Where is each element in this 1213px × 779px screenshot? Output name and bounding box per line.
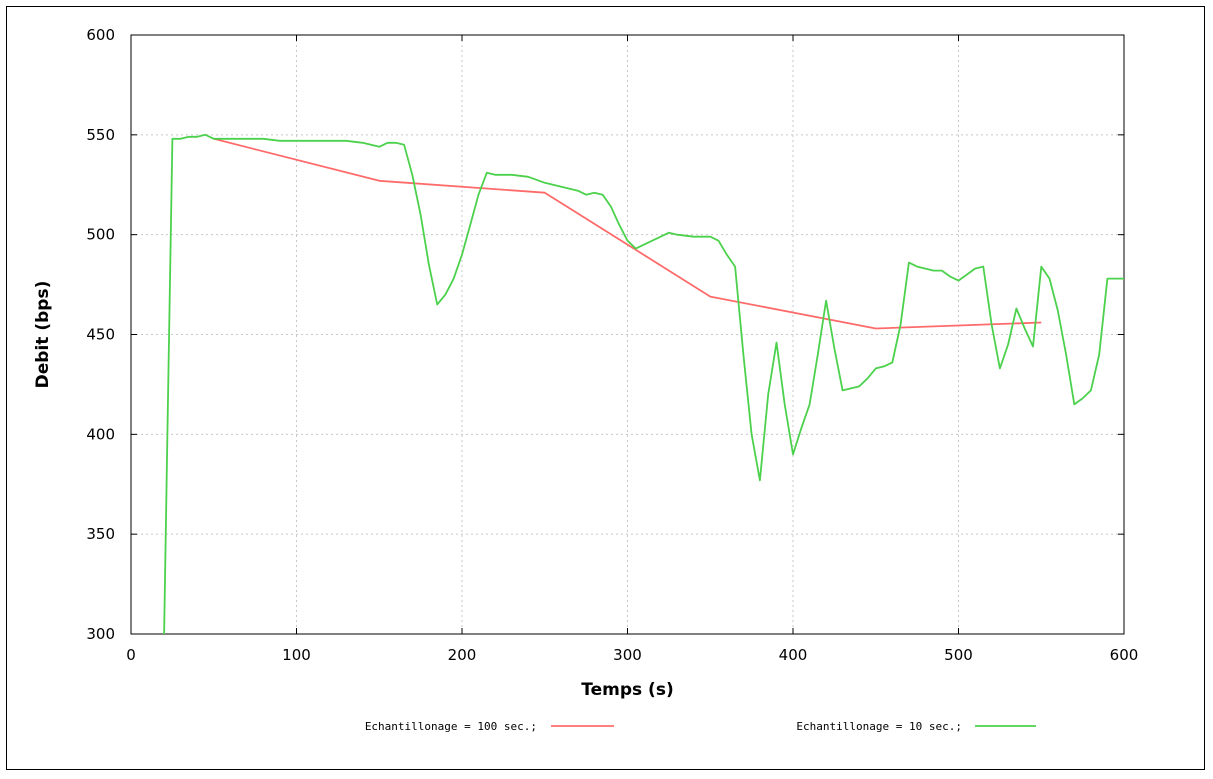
chart-frame <box>6 6 1205 770</box>
y-tick-label: 600 <box>86 26 115 44</box>
x-axis-label: Temps (s) <box>581 680 673 700</box>
x-tick-label: 100 <box>282 646 311 664</box>
x-tick-label: 200 <box>448 646 477 664</box>
y-tick-label: 550 <box>86 126 115 144</box>
series-line-1 <box>213 137 1042 330</box>
y-tick-label: 400 <box>86 425 115 443</box>
x-tick-label: 400 <box>779 646 808 664</box>
legend: Echantillonage = 100 sec.; Echantillonage… <box>365 720 1036 733</box>
x-tick-label: 500 <box>944 646 973 664</box>
y-tick-label: 350 <box>86 525 115 543</box>
legend-label-2: Echantillonage = 10 sec.; <box>796 720 962 733</box>
grid <box>131 35 1124 634</box>
legend-label-1: Echantillonage = 100 sec.; <box>365 720 537 733</box>
y-tick-label: 500 <box>86 226 115 244</box>
series-line-2 <box>163 133 1124 635</box>
x-tick-label: 600 <box>1110 646 1139 664</box>
x-tick-label: 0 <box>126 646 136 664</box>
x-tick-label: 300 <box>613 646 642 664</box>
y-tick-label: 450 <box>86 326 115 344</box>
series-layer <box>163 133 1124 635</box>
y-tick-label: 300 <box>86 625 115 643</box>
y-axis-label: Debit (bps) <box>33 281 53 389</box>
axis-ticks: 0 100 200 300 400 500 600 300 350 400 450 500 550 600 <box>86 26 1138 664</box>
